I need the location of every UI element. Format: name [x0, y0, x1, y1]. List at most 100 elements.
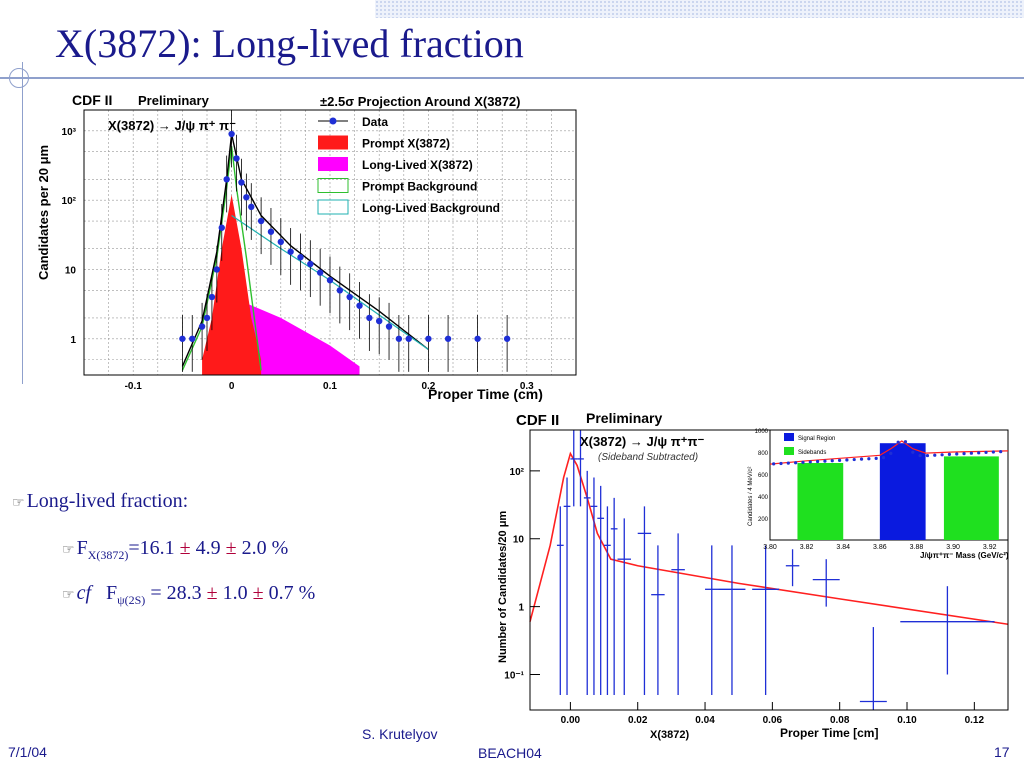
- chart1-data-point: [336, 287, 344, 294]
- chart1-legend: Data Prompt X(3872) Long-Lived X(3872) Prom…: [317, 115, 500, 215]
- chart2-frame: [529, 429, 1009, 711]
- inset-y-tick-label: 600: [758, 473, 769, 479]
- chart2-x-tick-label: 0.06: [763, 715, 783, 726]
- chart1-legend-label: Long-Lived X(3872): [362, 158, 473, 172]
- inset-y-tick-label: 800: [758, 451, 769, 457]
- title-rule: [0, 77, 1024, 79]
- chart1-legend-label: Long-Lived Background: [362, 201, 500, 215]
- inset-region-bar: [943, 456, 999, 540]
- pointing-hand-icon: ☞: [62, 587, 75, 603]
- inset-data-point: [808, 460, 812, 464]
- chart1-x-tick-label: 0: [229, 381, 235, 392]
- inset-data-point: [925, 453, 930, 458]
- inset-data-point: [940, 453, 944, 457]
- chart2-fit-curve: [529, 451, 1009, 626]
- inset-legend-signal-swatch: [784, 433, 794, 441]
- chart2-x-tick-label: 0.08: [830, 715, 850, 726]
- chart1-legend-longlived-swatch: [318, 157, 348, 171]
- chart1-data-point: [189, 335, 196, 342]
- chart1-data-point: [248, 203, 255, 211]
- chart1-data-point: [297, 254, 304, 261]
- chart1-data-point: [356, 302, 363, 309]
- chart2-header-cdf: CDF II: [516, 412, 559, 429]
- chart1-data-point: [218, 224, 225, 231]
- footer-conference: BEACH04: [478, 745, 542, 761]
- chart1-data-point: [474, 335, 481, 342]
- chart1-data-point: [203, 314, 211, 322]
- chart2-x-tick-label: 0.10: [897, 715, 917, 726]
- chart1-frame: [83, 109, 577, 376]
- chart1-legend-label: Data: [362, 115, 388, 129]
- top-decoration-band: [375, 0, 1024, 18]
- chart1-data-point: [238, 179, 245, 186]
- inset-legend-sidebands: Sidebands: [798, 450, 826, 456]
- inset-data-point: [823, 459, 827, 463]
- chart1-ylabel: Candidates per 20 μm: [36, 145, 51, 280]
- chart2-y-tick-label: 10: [513, 535, 525, 546]
- inset-data-point: [903, 440, 908, 444]
- chart1-data-point: [444, 335, 452, 342]
- inset-data-point: [977, 451, 981, 455]
- inset-x-tick-label: 3.84: [836, 544, 850, 551]
- chart1-data-point: [316, 269, 324, 276]
- chart1-data-point: [243, 194, 250, 201]
- chart2-subtitle: (Sideband Subtracted): [598, 452, 698, 463]
- inset-y-tick-label: 400: [758, 495, 769, 501]
- footer-page-number: 17: [994, 744, 1010, 760]
- inset-data-point: [969, 451, 973, 455]
- pointing-hand-icon: ☞: [12, 495, 25, 511]
- chart1-legend-label: Prompt X(3872): [362, 137, 450, 151]
- footer-author: S. Krutelyov: [362, 726, 438, 742]
- bullet-fx3872: ☞ FX(3872)=16.1 ± 4.9 ± 2.0 %: [62, 537, 289, 562]
- inset-data-point: [881, 456, 886, 460]
- chart1-legend-label: Prompt Background: [362, 180, 477, 194]
- inset-data-point: [955, 452, 959, 456]
- inset-data-point: [889, 451, 893, 455]
- bullet-long-lived-fraction: ☞ Long-lived fraction:: [12, 490, 189, 512]
- inset-data-point: [772, 462, 776, 466]
- inset-data-point: [816, 459, 820, 464]
- chart1-data-point: [503, 335, 511, 342]
- chart1-x-tick-label: 0.1: [323, 381, 337, 392]
- chart1-prompt-bkg-curve: [181, 146, 262, 371]
- chart1-data-point: [267, 228, 275, 235]
- chart2-y-tick-label: 10²: [510, 467, 525, 478]
- chart1-data-point: [179, 335, 186, 342]
- chart1-longlived-area: [231, 297, 360, 375]
- inset-x-tick-label: 3.90: [946, 544, 960, 551]
- bullet-fpsi2s: ☞ cf Fψ(2S) = 28.3 ± 1.0 ± 0.7 %: [62, 582, 316, 607]
- chart1-data-point: [287, 248, 294, 255]
- pointing-hand-icon: ☞: [62, 542, 75, 558]
- chart1-title: ±2.5σ Projection Around X(3872): [320, 94, 520, 109]
- inset-data-point: [867, 457, 871, 461]
- inset-data-point: [874, 456, 878, 460]
- mass-inset-chart: 3.80 3.82 3.84 3.86 3.88 3.90 3.92 200 400 600 800…: [748, 429, 1009, 560]
- chart1-header-prelim: Preliminary: [138, 93, 210, 108]
- chart1-legend-promptbkg-swatch: [317, 178, 349, 193]
- chart1-data-point: [425, 335, 432, 342]
- chart1-x-tick-label: 0.3: [520, 381, 534, 392]
- inset-region-bar: [879, 443, 926, 540]
- inset-data-point: [896, 440, 900, 444]
- chart1-prompt-area: [202, 194, 262, 375]
- inset-xlabel: J/ψπ⁺π⁻ Mass (GeV/c²): [920, 551, 1009, 560]
- inset-data-point: [859, 457, 864, 461]
- inset-data-point: [962, 452, 966, 456]
- inset-legend-sideband-swatch: [784, 447, 794, 455]
- chart1-legend-data-marker: [329, 117, 337, 125]
- footer-date: 7/1/04: [8, 744, 47, 760]
- inset-data-point: [933, 453, 937, 457]
- inset-x-tick-label: 3.80: [763, 544, 777, 551]
- chart1-data-point: [307, 260, 314, 268]
- inset-data-point: [984, 450, 988, 455]
- chart1-data-point: [223, 176, 230, 183]
- chart2-x-tick-label: 0.00: [561, 715, 581, 726]
- chart1-data-point: [233, 155, 240, 162]
- sideband-subtracted-chart: 0.00 0.02 0.04 0.06 0.08 0.10 0.12 10⁻¹ 1 10 10² C…: [497, 410, 1009, 741]
- inset-y-tick-label: 200: [758, 517, 769, 523]
- inset-data-point: [801, 460, 805, 464]
- inset-data-point: [837, 458, 842, 462]
- inset-data-point: [991, 450, 995, 454]
- decor-circle-icon: [9, 68, 29, 88]
- inset-data-point: [830, 459, 834, 463]
